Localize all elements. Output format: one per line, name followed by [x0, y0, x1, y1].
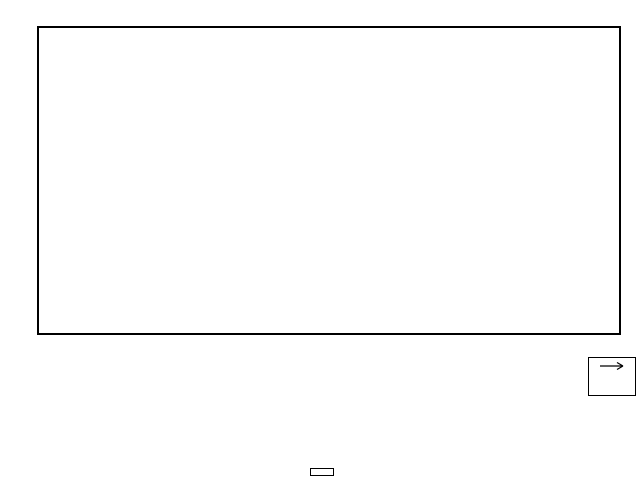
colorbar [122, 420, 517, 446]
map-plot-frame [37, 26, 621, 335]
reference-arrow-icon [600, 361, 624, 371]
vector-map-canvas [39, 28, 619, 333]
colorbar-labels [122, 451, 517, 465]
reference-vector-box [588, 357, 636, 396]
caption-box [310, 468, 334, 476]
